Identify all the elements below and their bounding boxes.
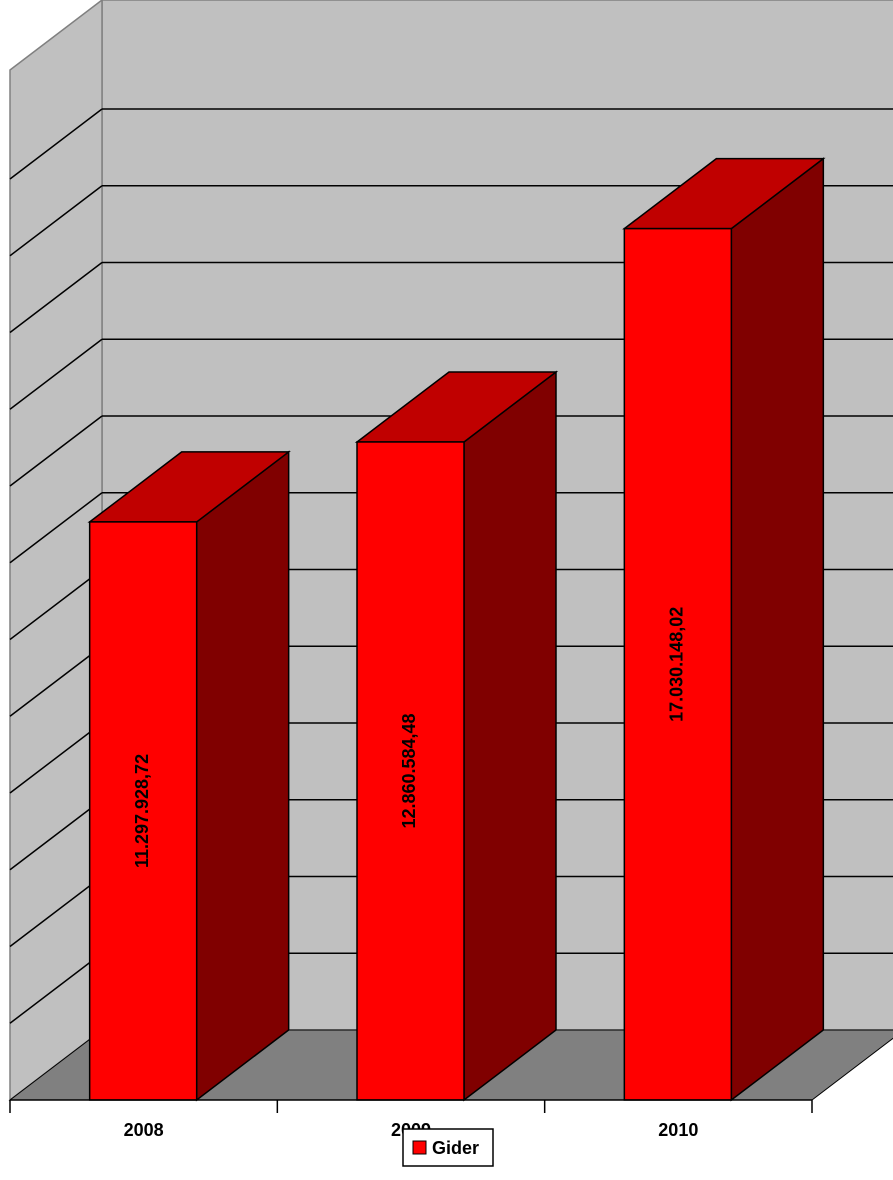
side-wall bbox=[9, 0, 103, 1102]
bar-side-2010 bbox=[730, 157, 825, 1102]
chart-bars: 11.297.928,72 12.860.584,48 17.030.148,02 bbox=[87, 157, 826, 1102]
gridline bbox=[9, 645, 103, 717]
gridline bbox=[9, 338, 103, 410]
gridline bbox=[9, 261, 103, 334]
gridline bbox=[9, 952, 103, 1024]
legend-swatch bbox=[412, 1140, 427, 1155]
gridline bbox=[9, 799, 103, 871]
data-label-2008: 11.297.928,72 bbox=[132, 754, 152, 868]
data-label-2009: 12.860.584,48 bbox=[399, 713, 419, 828]
gridline bbox=[9, 568, 103, 641]
gridline bbox=[9, 875, 103, 948]
gridline bbox=[9, 722, 103, 794]
legend: Gider bbox=[402, 1128, 494, 1167]
bar-2008 bbox=[88, 521, 198, 1101]
gridline bbox=[9, 415, 103, 487]
gridline bbox=[9, 492, 103, 564]
x-tick-label: 2010 bbox=[658, 1120, 698, 1140]
legend-entry-label: Gider bbox=[432, 1138, 479, 1158]
data-label-2010: 17.030.148,02 bbox=[667, 607, 687, 722]
gridline bbox=[9, 108, 103, 180]
x-tick-label: 2008 bbox=[124, 1120, 164, 1140]
bar-side-2009 bbox=[463, 370, 557, 1102]
gridline bbox=[9, 185, 103, 257]
bar-side-2008 bbox=[195, 450, 290, 1102]
bar-2010 bbox=[623, 227, 733, 1101]
